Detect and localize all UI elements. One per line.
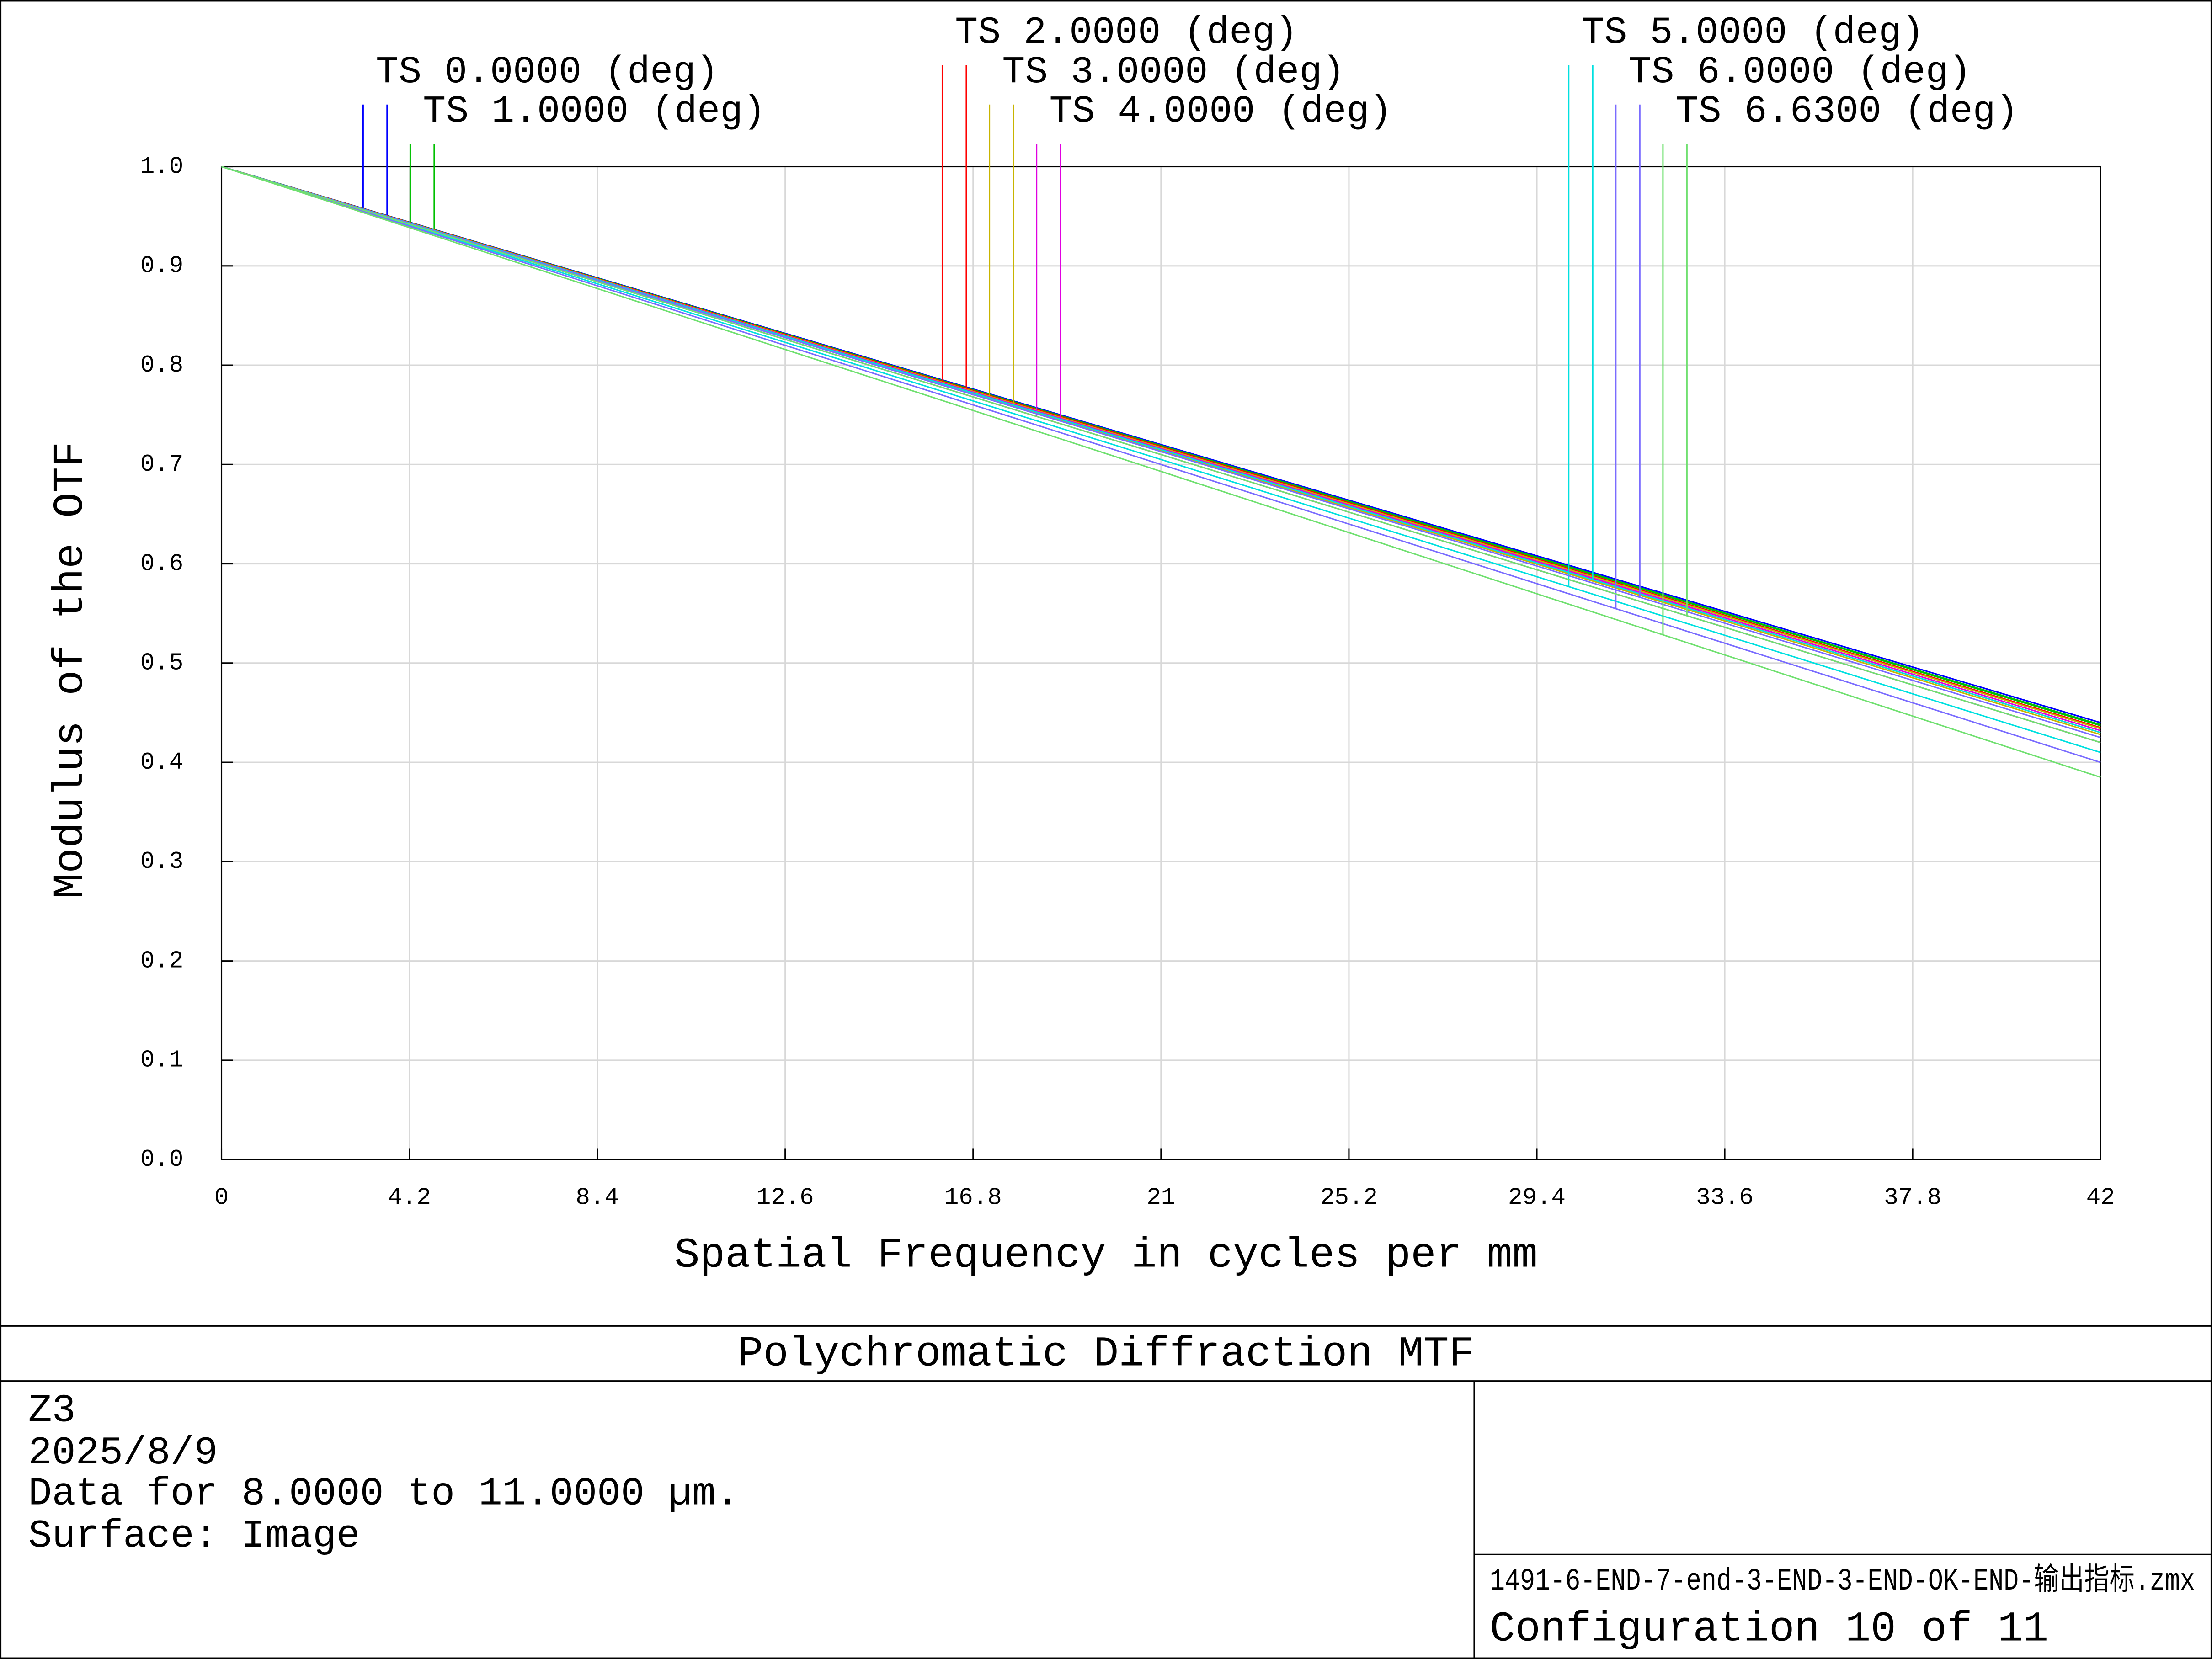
legend-label: TS 2.0000 (deg) — [955, 11, 1298, 54]
x-axis-title: Spatial Frequency in cycles per mm — [674, 1231, 1538, 1279]
y-tick-label: 0.2 — [140, 947, 183, 974]
y-axis-title: Modulus of the OTF — [47, 441, 95, 899]
x-tick-label: 16.8 — [944, 1184, 1002, 1211]
plot-frame — [220, 165, 2101, 1160]
y-tick-label: 0.5 — [140, 649, 183, 677]
y-tick-label: 0.9 — [140, 252, 183, 280]
mtf-curve — [221, 166, 2101, 753]
x-tick-label: 4.2 — [388, 1184, 431, 1211]
x-tick-label: 8.4 — [576, 1184, 618, 1211]
y-tick-label: 0.1 — [140, 1047, 183, 1074]
info-line: Z3 — [28, 1388, 76, 1433]
x-tick-label: 33.6 — [1696, 1184, 1754, 1211]
x-tick-label: 25.2 — [1320, 1184, 1378, 1211]
legend-label: TS 6.0000 (deg) — [1629, 51, 1972, 94]
info-line: Surface: Image — [28, 1514, 360, 1558]
legend-label: TS 6.6300 (deg) — [1676, 90, 2019, 133]
legend-label: TS 3.0000 (deg) — [1002, 51, 1345, 94]
x-tick-label: 12.6 — [757, 1184, 814, 1211]
y-tick-label: 0.6 — [140, 550, 183, 577]
y-tick-label: 0.3 — [140, 848, 183, 875]
x-tick-label: 21 — [1146, 1184, 1175, 1211]
file-name: 1491-6-END-7-end-3-END-3-END-OK-END-输出指标… — [1490, 1563, 2195, 1599]
info-line: 2025/8/9 — [28, 1430, 218, 1475]
mtf-curve — [221, 166, 2101, 763]
legend-label: TS 0.0000 (deg) — [376, 51, 719, 94]
legend-label: TS 1.0000 (deg) — [423, 90, 766, 133]
legend-label: TS 4.0000 (deg) — [1049, 90, 1392, 133]
configuration: Configuration 10 of 11 — [1490, 1605, 2048, 1653]
mtf-curve — [221, 166, 2101, 739]
legend-label: TS 5.0000 (deg) — [1582, 11, 1924, 54]
y-tick-label: 0.0 — [140, 1146, 183, 1173]
x-tick-label: 29.4 — [1508, 1184, 1566, 1211]
x-tick-label: 0 — [214, 1184, 229, 1211]
info-line: Data for 8.0000 to 11.0000 µm. — [28, 1471, 740, 1516]
y-tick-label: 0.4 — [140, 749, 183, 776]
mtf-curve — [221, 166, 2101, 778]
y-tick-label: 0.7 — [140, 451, 183, 478]
x-tick-label: 37.8 — [1884, 1184, 1941, 1211]
mtf-curve — [221, 166, 2101, 744]
x-tick-label: 42 — [2086, 1184, 2115, 1211]
y-tick-label: 0.8 — [140, 351, 183, 379]
chart-title: Polychromatic Diffraction MTF — [738, 1330, 1474, 1378]
y-tick-label: 1.0 — [140, 153, 183, 180]
